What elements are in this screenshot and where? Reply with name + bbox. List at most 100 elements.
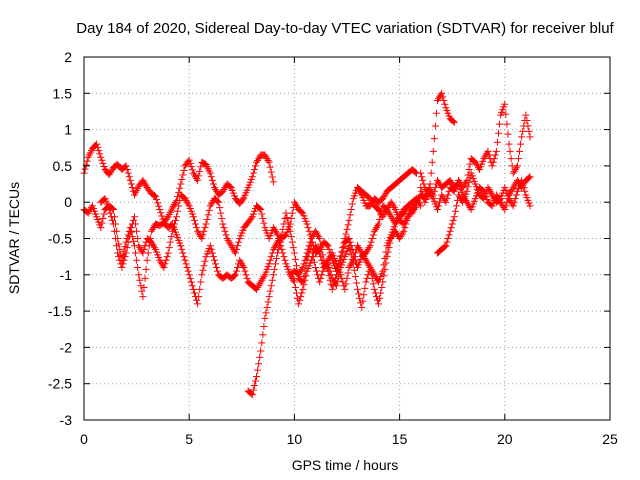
data-point [188, 282, 196, 290]
data-point [251, 377, 259, 385]
data-point [326, 249, 334, 257]
data-point [133, 256, 141, 264]
data-point [345, 264, 353, 272]
data-point [346, 238, 354, 246]
data-point [291, 255, 299, 263]
data-point [194, 300, 202, 308]
data-point [124, 169, 132, 177]
data-point [351, 273, 359, 281]
data-point [368, 274, 376, 282]
data-point [149, 242, 157, 250]
data-point [266, 163, 274, 171]
data-point [276, 242, 284, 250]
data-point [317, 274, 325, 282]
data-point [207, 200, 215, 208]
data-point [208, 249, 216, 257]
data-point [520, 180, 528, 188]
data-point [494, 195, 502, 203]
data-point [521, 187, 529, 195]
data-point [306, 231, 314, 239]
data-point [316, 235, 324, 242]
data-point [384, 248, 392, 256]
data-point [510, 167, 518, 175]
data-point [167, 233, 175, 241]
data-point [149, 224, 157, 232]
y-tick-label: -2.5 [48, 376, 72, 392]
data-point [193, 296, 201, 304]
data-point [147, 227, 155, 235]
data-point [253, 372, 261, 380]
data-point [197, 278, 205, 286]
data-point [212, 185, 219, 193]
data-point [382, 259, 390, 267]
data-point [259, 274, 267, 282]
data-point [326, 267, 334, 275]
data-point [206, 242, 214, 250]
data-point [208, 176, 216, 184]
data-point [369, 231, 377, 239]
data-point [391, 220, 399, 228]
y-tick-label: -1 [60, 267, 73, 283]
data-point [115, 253, 123, 261]
data-point [293, 202, 301, 210]
data-point [318, 271, 326, 279]
data-point [196, 167, 204, 175]
data-point [403, 215, 411, 223]
data-point [509, 184, 517, 192]
data-point [450, 118, 458, 126]
data-point [464, 183, 472, 191]
data-point [302, 272, 310, 280]
data-point [113, 242, 121, 250]
series-trace-d [244, 166, 420, 399]
data-point [503, 198, 511, 206]
data-point [197, 163, 205, 171]
data-point [274, 231, 282, 239]
data-point [189, 285, 197, 293]
data-point [122, 249, 130, 257]
data-point [201, 224, 209, 232]
data-point [123, 166, 131, 174]
x-tick-label: 5 [185, 431, 193, 447]
data-point [510, 198, 518, 206]
data-point [162, 256, 170, 264]
data-point [273, 254, 281, 262]
data-point [112, 235, 120, 242]
data-point [255, 360, 263, 368]
data-point [442, 242, 450, 250]
data-point [274, 249, 282, 257]
data-point [205, 206, 213, 214]
data-point [411, 200, 419, 208]
data-point [260, 219, 268, 227]
data-point [506, 189, 514, 197]
data-point [255, 282, 263, 290]
data-point [256, 205, 264, 213]
data-point [390, 204, 398, 212]
x-tick-label: 25 [602, 431, 618, 447]
data-point [198, 235, 206, 242]
data-point [315, 233, 323, 241]
data-point [354, 242, 362, 250]
data-point [444, 235, 452, 242]
data-point [170, 220, 178, 228]
data-point [217, 209, 225, 217]
data-point [311, 227, 319, 235]
data-point [289, 244, 297, 252]
data-point [258, 339, 266, 347]
data-point [368, 198, 376, 206]
data-point [352, 279, 360, 287]
data-point [262, 153, 270, 161]
data-point [135, 242, 143, 250]
data-point [376, 294, 384, 302]
data-point [492, 191, 500, 199]
data-point [155, 202, 163, 210]
data-point [107, 167, 115, 175]
data-point [265, 293, 273, 301]
data-point [164, 249, 172, 257]
data-point [425, 184, 433, 192]
data-point [314, 231, 322, 239]
data-point [216, 204, 224, 212]
data-point [237, 258, 245, 266]
data-point [302, 253, 310, 261]
data-point [408, 205, 416, 213]
data-point [332, 282, 340, 290]
